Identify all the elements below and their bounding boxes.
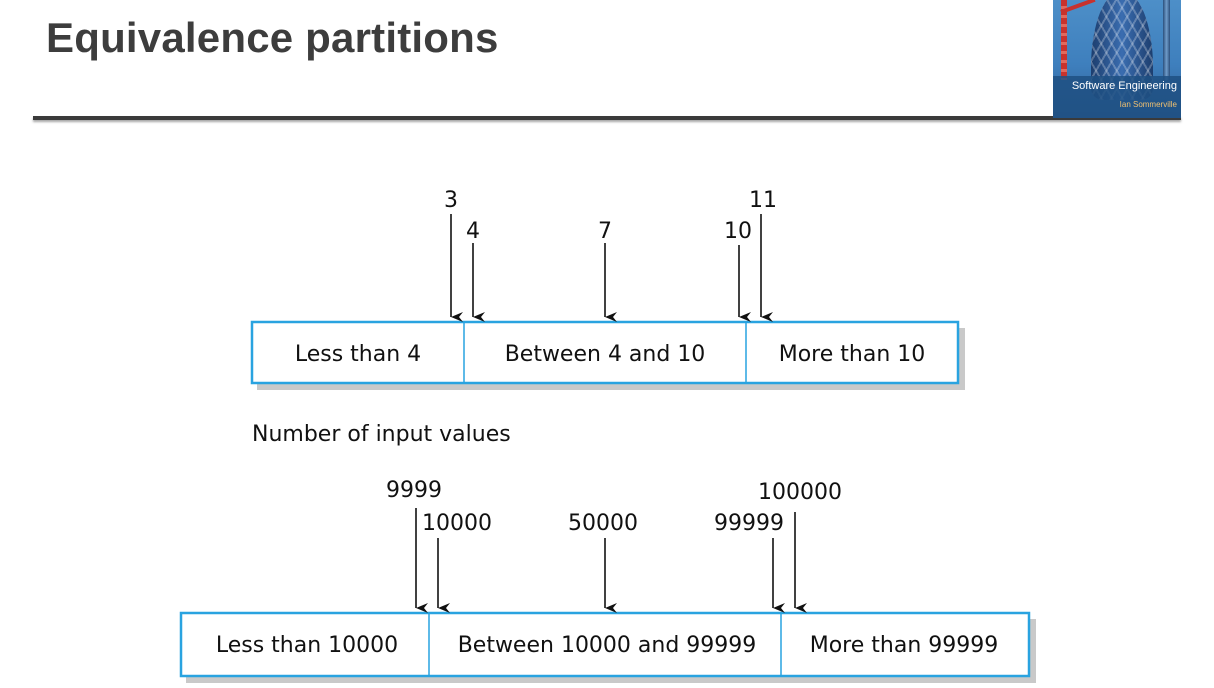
top-partition-box [250, 320, 960, 385]
top-marker-label: 11 [749, 188, 777, 213]
top-partition-group: Less than 4 Between 4 and 10 More than 1… [250, 188, 965, 390]
bottom-partition-label: Less than 10000 [216, 633, 398, 658]
top-marker-label: 10 [724, 219, 752, 244]
bottom-marker-label: 50000 [568, 511, 638, 536]
top-marker-label: 3 [444, 188, 458, 213]
page-title: Equivalence partitions [46, 14, 499, 61]
book-cover-image: Software Engineering Ian Sommerville [1053, 0, 1181, 118]
bottom-partition-group: Less than 10000 Between 10000 and 99999 … [179, 478, 1036, 683]
title-divider [33, 116, 1181, 120]
top-partition-label: More than 10 [779, 342, 926, 367]
top-partition-label: Less than 4 [295, 342, 421, 367]
spire-graphic [1163, 0, 1170, 80]
book-author: Ian Sommerville [1119, 100, 1177, 109]
top-partition-label: Between 4 and 10 [505, 342, 706, 367]
bottom-marker-label: 9999 [386, 478, 442, 503]
top-marker-label: 4 [466, 219, 480, 244]
top-marker-label: 7 [598, 219, 612, 244]
cover-band [1053, 76, 1181, 118]
crane-graphic [1061, 0, 1067, 80]
bottom-marker-label: 100000 [758, 480, 842, 505]
bottom-marker-label: 99999 [714, 511, 784, 536]
book-title: Software Engineering [1071, 80, 1177, 92]
bottom-partition-label: Between 10000 and 99999 [458, 633, 757, 658]
bottom-marker-label: 10000 [422, 511, 492, 536]
bottom-partition-label: More than 99999 [810, 633, 999, 658]
diagram-caption: Number of input values [252, 422, 511, 447]
bottom-partition-box [179, 611, 1031, 678]
